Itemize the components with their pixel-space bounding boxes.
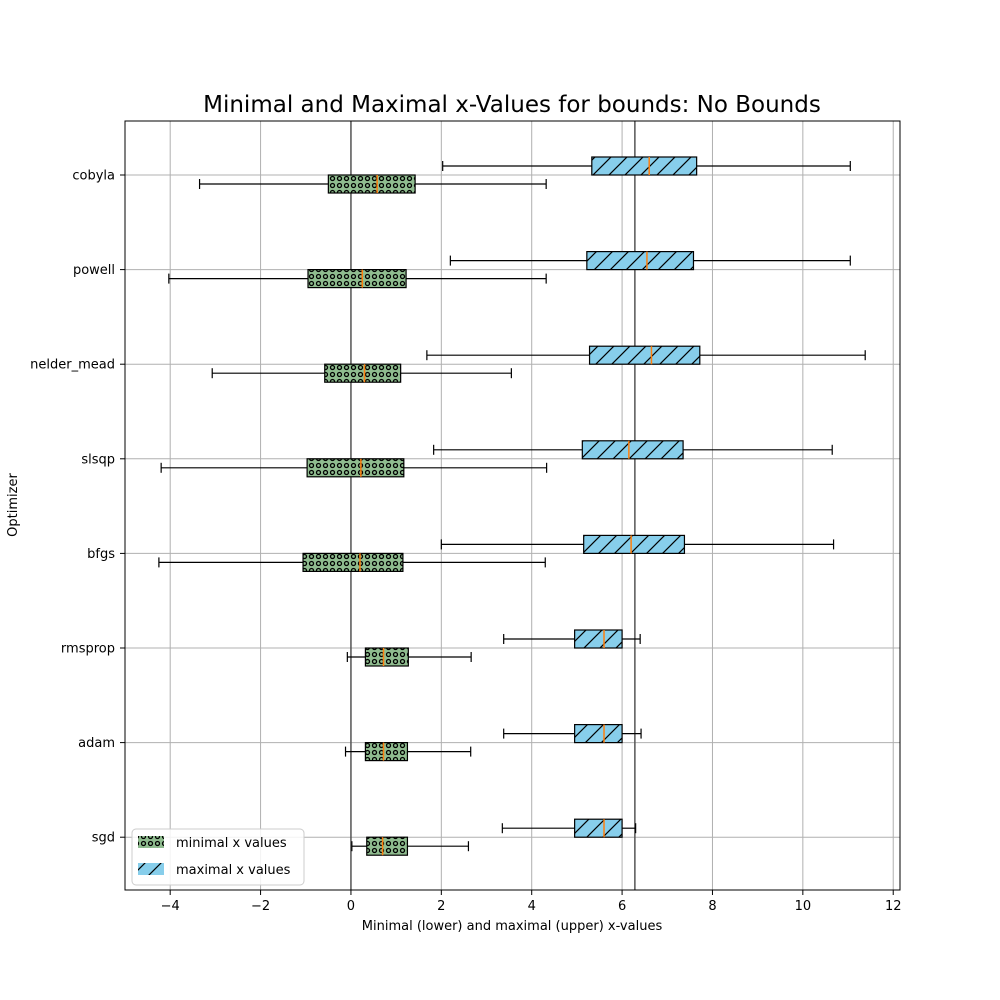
box-minimal-powell [168, 269, 547, 289]
legend-label-minimal: minimal x values [176, 836, 287, 851]
grid [125, 121, 900, 890]
box-iqr [574, 818, 623, 838]
legend-swatch-minimal [138, 836, 164, 848]
x-tick-label: 12 [885, 899, 902, 914]
x-tick-label: 0 [347, 899, 355, 914]
box-iqr [588, 345, 701, 365]
reference-lines [350, 121, 636, 890]
box-minimal-cobyla [198, 174, 547, 194]
x-axis-ticks: −4 −2 0 2 4 6 8 10 12 [161, 890, 902, 914]
box-maximal-slsqp [433, 440, 833, 460]
box-minimal-nelder_mead [211, 363, 512, 383]
box-iqr [574, 629, 623, 649]
box-iqr [591, 156, 698, 176]
box-series [158, 156, 866, 856]
box-iqr [574, 723, 623, 744]
box-iqr [364, 647, 409, 667]
chart-title: Minimal and Maximal x-Values for bounds:… [203, 92, 821, 118]
x-tick-label: −2 [251, 899, 270, 914]
x-axis-label: Minimal (lower) and maximal (upper) x-va… [362, 919, 663, 934]
box-iqr [583, 534, 686, 555]
plot-frame [124, 120, 901, 891]
y-tick-label: bfgs [87, 547, 115, 562]
box-minimal-rmsprop [346, 647, 472, 667]
box-iqr [302, 552, 404, 573]
box-iqr [306, 458, 405, 478]
x-tick-label: 6 [618, 899, 626, 914]
box-minimal-adam [344, 741, 472, 762]
box-iqr [307, 269, 407, 289]
y-tick-label: nelder_mead [30, 358, 115, 373]
x-tick-label: 8 [708, 899, 716, 914]
box-iqr [327, 174, 416, 194]
box-iqr [366, 836, 409, 856]
box-minimal-sgd [351, 836, 470, 856]
y-tick-label: slsqp [81, 452, 115, 467]
legend-swatch-maximal [138, 863, 164, 875]
box-iqr [324, 363, 402, 383]
box-maximal-nelder_mead [426, 345, 866, 365]
box-maximal-bfgs [440, 534, 835, 555]
y-axis-label: Optimizer [6, 473, 21, 537]
legend-box [131, 828, 305, 886]
box-maximal-powell [449, 251, 851, 271]
y-tick-label: sgd [92, 831, 115, 846]
x-tick-label: 4 [528, 899, 536, 914]
box-iqr [581, 440, 684, 460]
x-tick-label: 10 [795, 899, 812, 914]
box-minimal-slsqp [160, 458, 548, 478]
x-tick-label: −4 [161, 899, 180, 914]
x-tick-label: 2 [437, 899, 445, 914]
box-maximal-rmsprop [503, 629, 641, 649]
box-minimal-bfgs [158, 552, 546, 573]
box-maximal-cobyla [442, 156, 851, 176]
y-tick-label: powell [73, 263, 115, 278]
legend: minimal x values maximal x values [131, 828, 305, 886]
box-maximal-sgd [501, 818, 637, 838]
box-maximal-adam [503, 723, 642, 744]
legend-label-maximal: maximal x values [176, 863, 291, 878]
y-tick-label: cobyla [72, 169, 115, 184]
box-iqr [586, 251, 695, 271]
y-tick-label: adam [78, 736, 115, 751]
box-iqr [364, 741, 409, 762]
y-tick-label: rmsprop [61, 642, 115, 657]
